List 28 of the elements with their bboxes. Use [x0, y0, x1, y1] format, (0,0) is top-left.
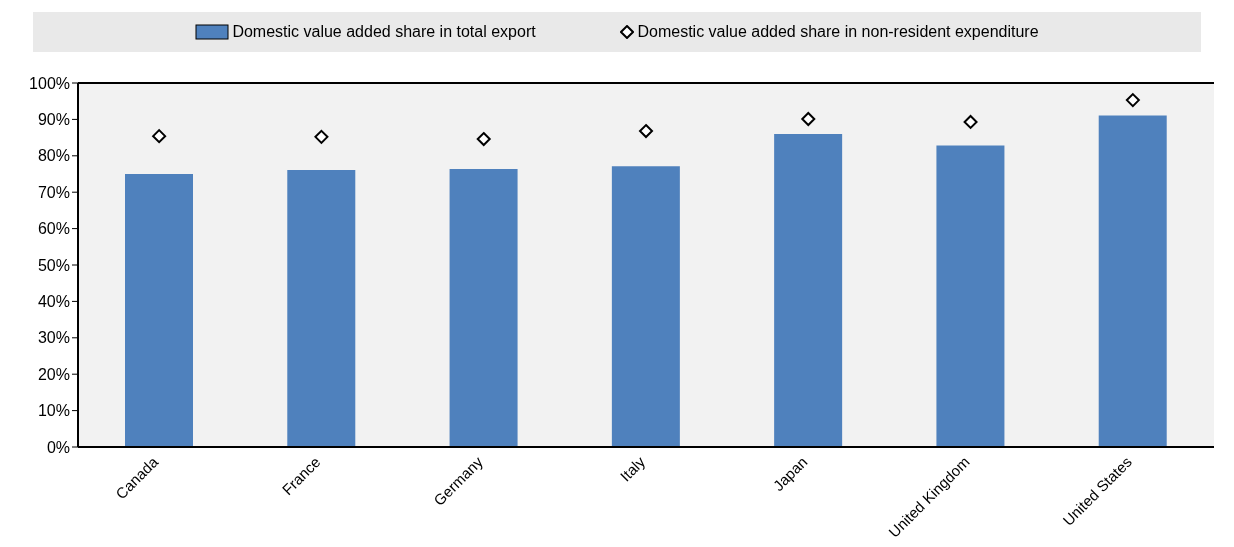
bar: [449, 168, 518, 447]
point: [801, 112, 816, 127]
y-tick-label: 70%: [37, 183, 70, 201]
legend-label: Domestic value added share in non-resident expenditure: [637, 23, 1039, 41]
bar: [611, 166, 680, 447]
point: [1125, 93, 1140, 108]
y-tick-label: 10%: [37, 402, 70, 420]
bar: [125, 174, 193, 447]
bar: [1098, 115, 1167, 447]
point: [963, 114, 978, 129]
y-tick-label: 100%: [29, 74, 70, 92]
y-tick-label: 60%: [37, 220, 70, 238]
y-tick-label: 30%: [37, 329, 70, 347]
y-tick-label: 80%: [37, 147, 70, 165]
point: [476, 132, 491, 147]
legend-label: Domestic value added share in total export: [232, 23, 536, 41]
point: [314, 129, 329, 144]
y-tick-label: 40%: [37, 293, 70, 311]
bar: [287, 170, 356, 447]
y-tick-label: 90%: [37, 111, 70, 129]
point: [639, 124, 653, 139]
bar: [936, 145, 1005, 447]
y-tick-label: 20%: [37, 365, 70, 383]
x-tick-label: Italy: [616, 452, 649, 485]
y-tick-label: 0%: [46, 438, 70, 456]
y-tick-label: 50%: [37, 256, 70, 274]
bar: [774, 133, 843, 447]
point: [152, 129, 167, 144]
